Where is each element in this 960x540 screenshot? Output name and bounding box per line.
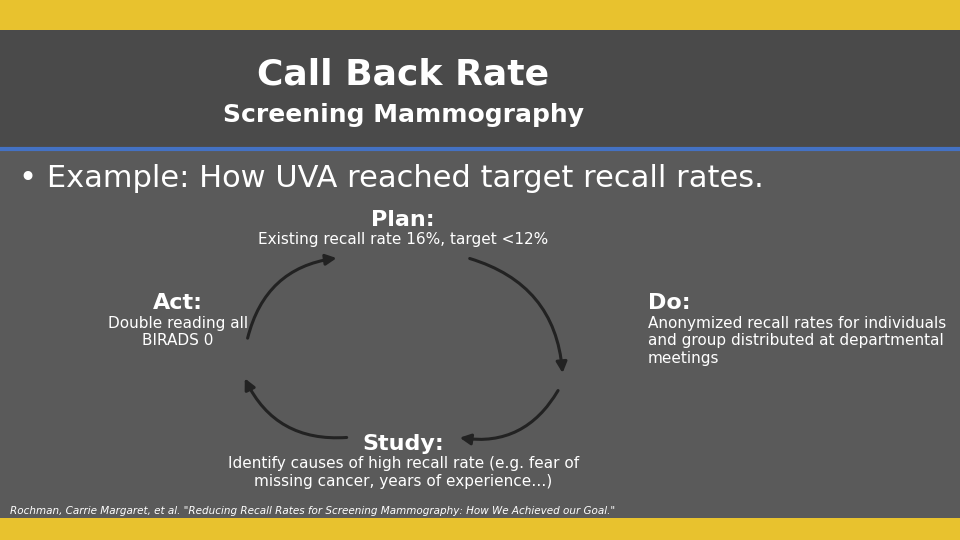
Bar [0,518,960,540]
Text: Do:: Do: [648,293,690,313]
Text: Act:: Act: [153,293,203,313]
FancyArrowPatch shape [463,390,558,444]
FancyArrowPatch shape [469,259,566,370]
Bar [0,0,960,30]
FancyArrowPatch shape [248,255,333,338]
Text: Rochman, Carrie Margaret, et al. "Reducing Recall Rates for Screening Mammograph: Rochman, Carrie Margaret, et al. "Reduci… [10,505,614,516]
Text: Identify causes of high recall rate (e.g. fear of
missing cancer, years of exper: Identify causes of high recall rate (e.g… [228,456,579,489]
Text: • Example: How UVA reached target recall rates.: • Example: How UVA reached target recall… [19,164,764,193]
Text: Existing recall rate 16%, target <12%: Existing recall rate 16%, target <12% [258,232,548,247]
Text: Plan:: Plan: [372,210,435,230]
Text: Call Back Rate: Call Back Rate [257,58,549,92]
Text: Study:: Study: [362,434,444,454]
Text: Anonymized recall rates for individuals
and group distributed at departmental
me: Anonymized recall rates for individuals … [648,316,947,366]
FancyArrowPatch shape [246,381,347,438]
Text: Double reading all
BIRADS 0: Double reading all BIRADS 0 [108,316,248,348]
Bar [0,30,960,148]
Text: Screening Mammography: Screening Mammography [223,103,584,127]
